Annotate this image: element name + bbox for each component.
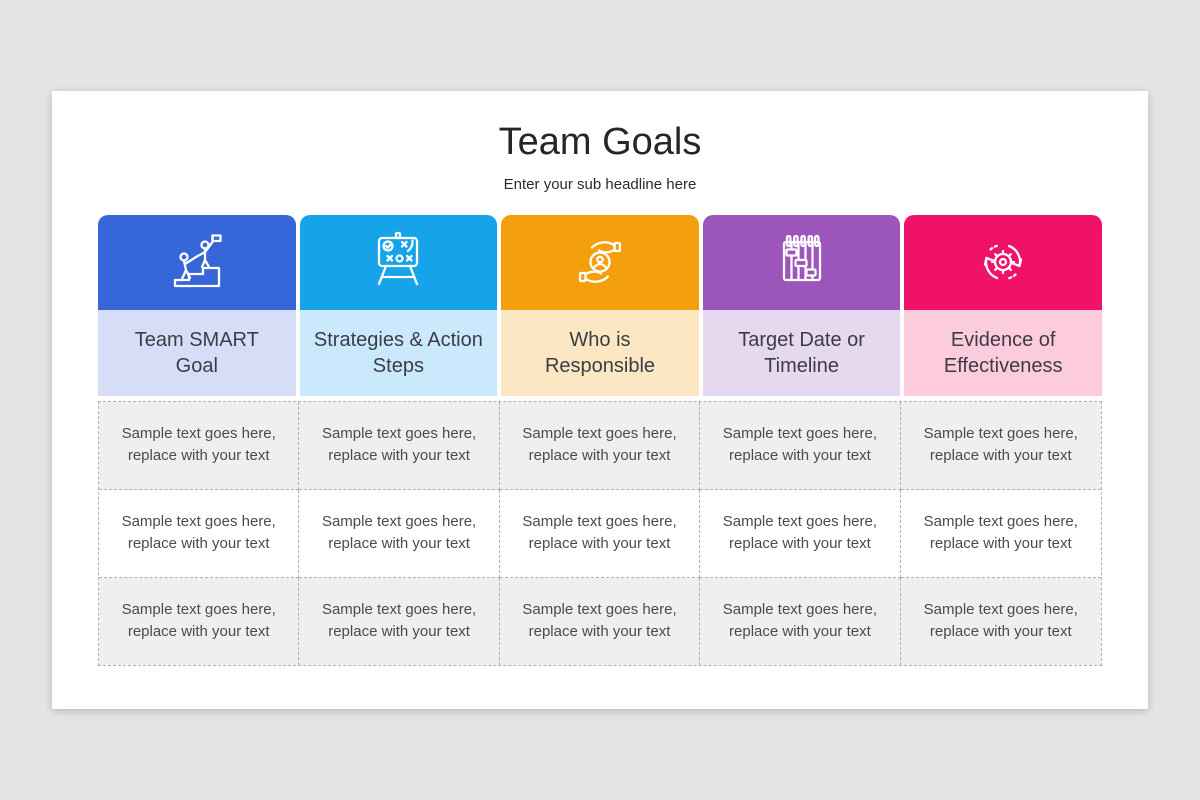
strategies-header <box>299 214 498 310</box>
timeline-label: Target Date or Timeline <box>702 309 901 396</box>
table-cell: Sample text goes here, replace with your… <box>99 401 300 490</box>
table-cell: Sample text goes here, replace with your… <box>299 489 500 578</box>
effectiveness-label: Evidence of Effectiveness <box>904 309 1102 396</box>
table-cell: Sample text goes here, replace with your… <box>900 489 1101 578</box>
column-headers: Team SMART Goal <box>98 214 1102 396</box>
table-cell: Sample text goes here, replace with your… <box>99 577 300 665</box>
table-cell: Sample text goes here, replace with your… <box>299 577 500 665</box>
slide-content: Team SMART Goal <box>98 214 1102 666</box>
timeline-header <box>702 214 901 310</box>
strategies-label: Strategies & Action Steps <box>299 309 498 396</box>
team-climb-icon <box>173 234 222 288</box>
table-cell: Sample text goes here, replace with your… <box>499 489 701 578</box>
slide: Team Goals Enter your sub headline here … <box>52 91 1148 709</box>
table-cell: Sample text goes here, replace with your… <box>700 489 901 578</box>
table-cell: Sample text goes here, replace with your… <box>900 401 1101 490</box>
effectiveness-header <box>904 214 1102 310</box>
cycle-gear-icon <box>984 244 1023 281</box>
table-cell: Sample text goes here, replace with your… <box>299 401 500 490</box>
table-cell: Sample text goes here, replace with your… <box>700 577 901 665</box>
responsible-label: Who is Responsible <box>501 309 699 396</box>
team-smart-goal-header <box>98 214 296 310</box>
column-who-is-responsible: Who is Responsible <box>501 214 699 396</box>
slide-subtitle: Enter your sub headline here <box>503 175 697 193</box>
column-strategies-action-steps: Strategies & Action Steps <box>299 214 498 396</box>
responsible-header <box>501 214 699 310</box>
table-cell: Sample text goes here, replace with your… <box>900 577 1101 665</box>
table-cell: Sample text goes here, replace with your… <box>700 401 901 490</box>
column-evidence-effectiveness: Evidence of Effectiveness <box>904 214 1102 396</box>
content-table: Sample text goes here, replace with your… <box>98 400 1102 666</box>
team-smart-goal-label: Team SMART Goal <box>98 309 296 396</box>
table-cell: Sample text goes here, replace with your… <box>499 577 701 665</box>
table-cell: Sample text goes here, replace with your… <box>499 401 701 490</box>
hands-person-icon <box>578 241 622 283</box>
slide-title: Team Goals <box>498 121 702 163</box>
strategy-board-icon <box>378 232 419 286</box>
column-team-smart-goal: Team SMART Goal <box>98 214 296 396</box>
table-cell: Sample text goes here, replace with your… <box>99 489 300 578</box>
gantt-chart-icon <box>782 235 821 282</box>
column-target-date-timeline: Target Date or Timeline <box>702 214 901 396</box>
